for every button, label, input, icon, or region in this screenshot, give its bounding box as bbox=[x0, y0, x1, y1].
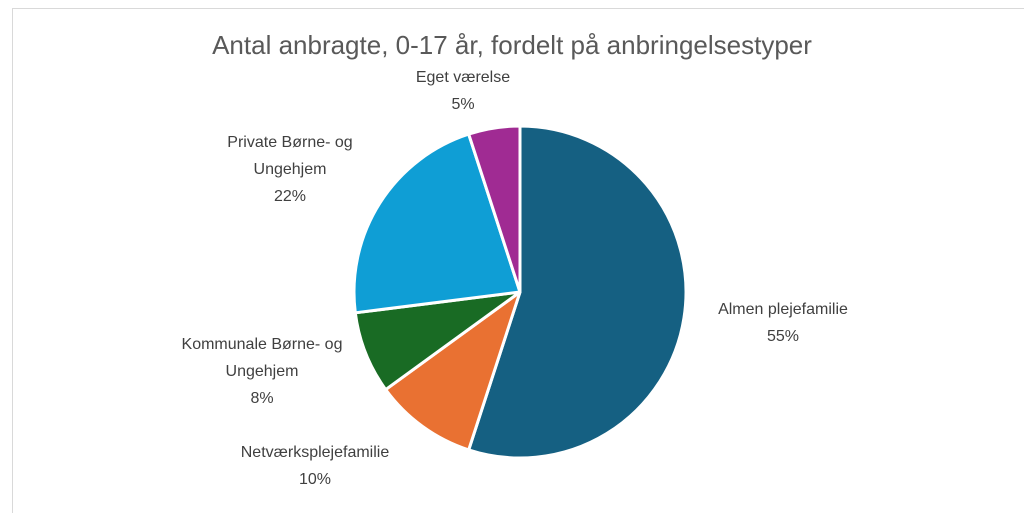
chart-frame bbox=[12, 8, 1024, 513]
category-label: Kommunale Børne- og Ungehjem bbox=[181, 336, 343, 380]
value-label: 22% bbox=[273, 188, 307, 205]
value-label: 5% bbox=[451, 96, 475, 113]
pie-slice bbox=[467, 124, 688, 460]
data-label: Almen plejefamilie 55% bbox=[683, 296, 883, 350]
category-label: Private Børne- og Ungehjem bbox=[227, 134, 353, 178]
data-label: Kommunale Børne- og Ungehjem 8% bbox=[172, 331, 352, 412]
data-label: Netværksplejefamilie 10% bbox=[215, 439, 415, 493]
pie-slice bbox=[467, 124, 522, 294]
pie-slice bbox=[384, 290, 522, 452]
data-label: Eget værelse 5% bbox=[393, 64, 533, 118]
value-label: 10% bbox=[298, 471, 332, 488]
category-label: Eget værelse bbox=[415, 69, 511, 86]
data-label: Private Børne- og Ungehjem 22% bbox=[200, 129, 380, 210]
value-label: 55% bbox=[766, 328, 800, 345]
category-label: Almen plejefamilie bbox=[718, 301, 848, 318]
chart-title: Antal anbragte, 0-17 år, fordelt på anbr… bbox=[212, 30, 812, 60]
value-label: 8% bbox=[250, 390, 274, 407]
category-label: Netværksplejefamilie bbox=[240, 444, 390, 461]
pie-slice bbox=[352, 132, 522, 315]
